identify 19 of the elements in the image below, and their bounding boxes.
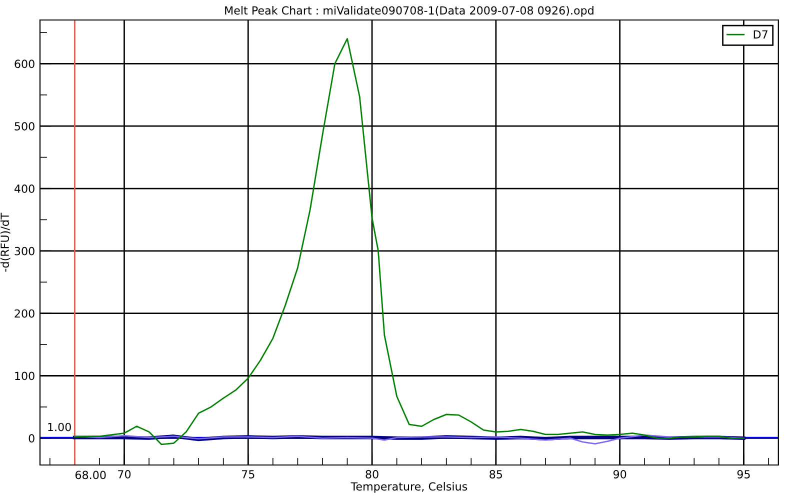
y-tick-label: 400: [14, 184, 34, 193]
ref-line-label: 68.00: [75, 470, 106, 480]
y-tick-label: 200: [14, 309, 34, 318]
y-tick-label: 0: [28, 434, 34, 443]
y-tick-label: 500: [14, 122, 34, 130]
y-tick-label: 100: [15, 372, 34, 380]
y-tick-label: 300: [14, 246, 34, 256]
x-tick-label: 70: [118, 470, 131, 478]
x-tick-label: 80: [366, 470, 378, 478]
x-axis-title: Temperature, Celsius: [350, 482, 468, 493]
ref-line-label: 1.00: [48, 422, 71, 432]
y-tick-label: 600: [14, 60, 34, 68]
y-axis-title: -d(RFU)/dT: [0, 212, 10, 272]
x-tick-label: 85: [490, 470, 502, 478]
chart-title: Melt Peak Chart : miValidate090708-1(Data 2009-07-08 0926).opd: [225, 6, 594, 17]
x-tick-label: 95: [737, 470, 750, 478]
x-tick-label: 90: [613, 470, 626, 478]
x-tick-label: 75: [242, 470, 254, 478]
legend-label: D7: [754, 30, 768, 38]
